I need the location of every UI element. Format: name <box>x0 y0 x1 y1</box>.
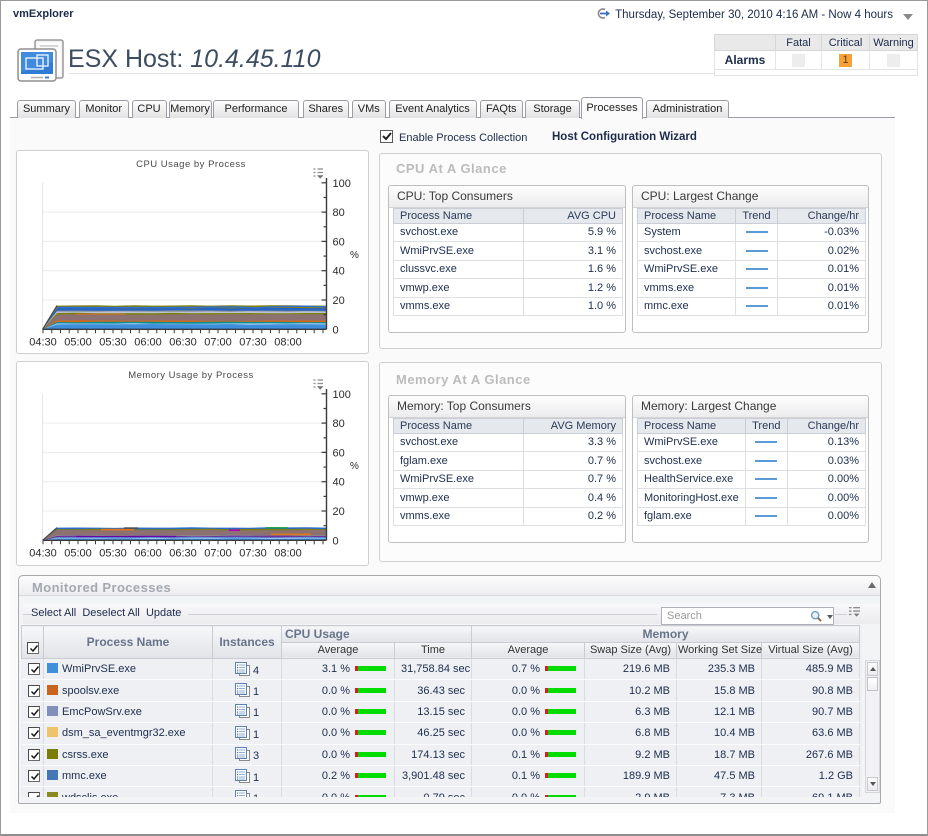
svg-text:40: 40 <box>333 477 345 489</box>
svg-text:08:00: 08:00 <box>274 336 302 348</box>
svg-text:04:30: 04:30 <box>29 336 57 348</box>
svg-text:05:30: 05:30 <box>99 547 127 559</box>
svg-text:40: 40 <box>333 266 345 278</box>
svg-text:20: 20 <box>333 506 345 518</box>
svg-text:06:30: 06:30 <box>169 547 197 559</box>
svg-text:0: 0 <box>333 535 339 547</box>
svg-text:60: 60 <box>333 236 345 248</box>
svg-text:100: 100 <box>333 389 351 401</box>
svg-text:CPU Usage by Process: CPU Usage by Process <box>136 159 246 170</box>
svg-text:60: 60 <box>333 447 345 459</box>
svg-text:07:00: 07:00 <box>204 336 232 348</box>
svg-text:%: % <box>350 250 359 261</box>
svg-text:05:30: 05:30 <box>99 336 127 348</box>
svg-text:0: 0 <box>333 324 339 336</box>
svg-text:06:00: 06:00 <box>134 547 162 559</box>
svg-text:80: 80 <box>333 418 345 430</box>
svg-text:06:30: 06:30 <box>169 336 197 348</box>
svg-text:04:30: 04:30 <box>29 547 57 559</box>
svg-text:05:00: 05:00 <box>64 336 92 348</box>
svg-text:07:30: 07:30 <box>239 547 267 559</box>
svg-text:05:00: 05:00 <box>64 547 92 559</box>
svg-text:07:00: 07:00 <box>204 547 232 559</box>
svg-text:07:30: 07:30 <box>239 336 267 348</box>
svg-text:08:00: 08:00 <box>274 547 302 559</box>
svg-text:100: 100 <box>333 178 351 190</box>
svg-text:06:00: 06:00 <box>134 336 162 348</box>
svg-text:80: 80 <box>333 207 345 219</box>
svg-text:%: % <box>350 461 359 472</box>
svg-text:Memory Usage by Process: Memory Usage by Process <box>128 370 254 381</box>
svg-text:20: 20 <box>333 295 345 307</box>
